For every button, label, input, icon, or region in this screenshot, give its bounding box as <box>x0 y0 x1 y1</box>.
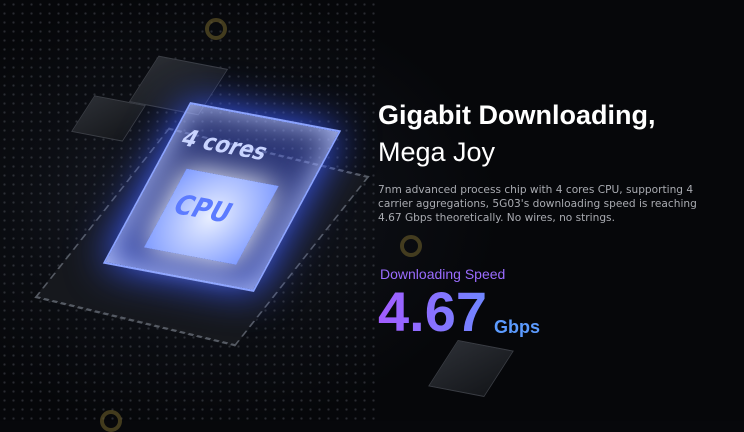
metric-value: 4.67 <box>378 280 487 343</box>
pad-ring <box>205 18 227 40</box>
metric-unit: Gbps <box>494 317 541 337</box>
hero-description: 7nm advanced process chip with 4 cores C… <box>378 184 697 224</box>
cube-label-cores: 4 cores <box>176 125 273 167</box>
hero-subtitle: Mega Joy <box>378 137 496 167</box>
pad-ring <box>100 410 122 432</box>
hero-title: Gigabit Downloading, <box>378 100 656 130</box>
pad-ring <box>400 235 422 257</box>
metric-label: Downloading Speed <box>380 266 506 282</box>
